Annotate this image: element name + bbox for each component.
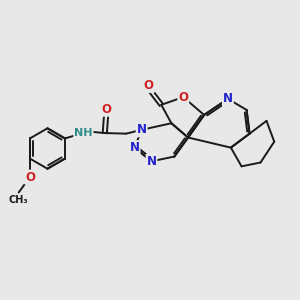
Text: O: O xyxy=(101,103,111,116)
Text: N: N xyxy=(146,155,157,168)
Text: N: N xyxy=(137,123,147,136)
Text: NH: NH xyxy=(74,128,93,138)
Text: CH₃: CH₃ xyxy=(9,195,28,205)
Text: N: N xyxy=(223,92,233,105)
Text: O: O xyxy=(144,79,154,92)
Text: N: N xyxy=(130,141,140,154)
Text: O: O xyxy=(178,91,188,103)
Text: O: O xyxy=(25,170,35,184)
